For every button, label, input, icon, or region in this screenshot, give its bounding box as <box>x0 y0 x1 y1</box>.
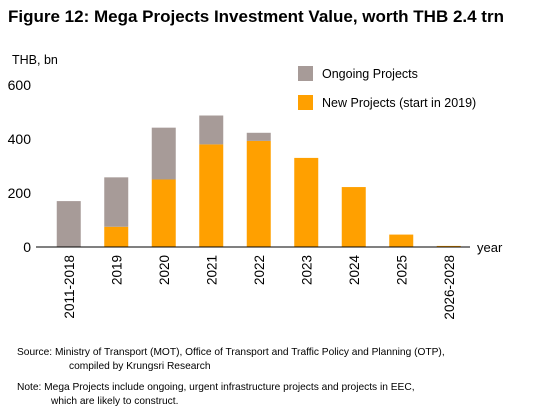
x-tick-label: 2024 <box>347 255 362 286</box>
legend-swatch-ongoing <box>298 66 313 81</box>
x-tick-label: 2020 <box>157 255 172 285</box>
bar-ongoing-projects <box>151 127 176 180</box>
source-line-1: Source: Ministry of Transport (MOT), Off… <box>17 347 445 358</box>
bar-ongoing-projects <box>246 132 271 141</box>
bar-ongoing-projects <box>104 177 129 227</box>
bar-ongoing-projects <box>199 115 224 145</box>
bar-new-projects <box>151 179 176 247</box>
x-tick-label: 2026-2028 <box>442 255 457 320</box>
bar-new-projects <box>246 140 271 247</box>
source-note: Source: Ministry of Transport (MOT), Off… <box>17 346 445 374</box>
x-tick-label: 2022 <box>252 255 267 285</box>
bar-new-projects <box>341 187 366 247</box>
y-tick-label: 400 <box>8 131 32 147</box>
legend-label-new: New Projects (start in 2019) <box>322 96 476 110</box>
note-line-1: Note: Mega Projects include ongoing, urg… <box>17 382 415 393</box>
bar-new-projects <box>294 157 319 247</box>
bar-ongoing-projects <box>56 201 81 247</box>
bar-new-projects <box>389 234 414 247</box>
x-tick-label: 2021 <box>204 255 219 285</box>
y-axis-label: THB, bn <box>12 53 58 67</box>
bar-new-projects <box>436 245 461 247</box>
stacked-bar-chart: THB, bn year 0 200 400 600 2011-2018 2019 202… <box>8 53 503 320</box>
bar-new-projects <box>104 226 129 247</box>
legend-swatch-new <box>298 95 313 110</box>
legend: Ongoing Projects New Projects (start in … <box>298 66 476 110</box>
x-axis-label: year <box>477 240 503 255</box>
y-tick-label: 200 <box>8 185 32 201</box>
note-line-2: which are likely to construct. <box>51 396 179 407</box>
y-tick-label: 0 <box>23 239 31 255</box>
chart-title: Figure 12: Mega Projects Investment Valu… <box>8 7 504 26</box>
bar-new-projects <box>199 144 224 247</box>
y-tick-label: 600 <box>8 77 32 93</box>
source-line-2: compiled by Krungsri Research <box>69 361 211 372</box>
legend-label-ongoing: Ongoing Projects <box>322 67 418 81</box>
footnote: Note: Mega Projects include ongoing, urg… <box>17 381 415 409</box>
x-tick-label: 2019 <box>109 255 124 285</box>
x-tick-label: 2023 <box>299 255 314 285</box>
x-tick-label: 2025 <box>394 255 409 285</box>
x-tick-label: 2011-2018 <box>62 255 77 319</box>
